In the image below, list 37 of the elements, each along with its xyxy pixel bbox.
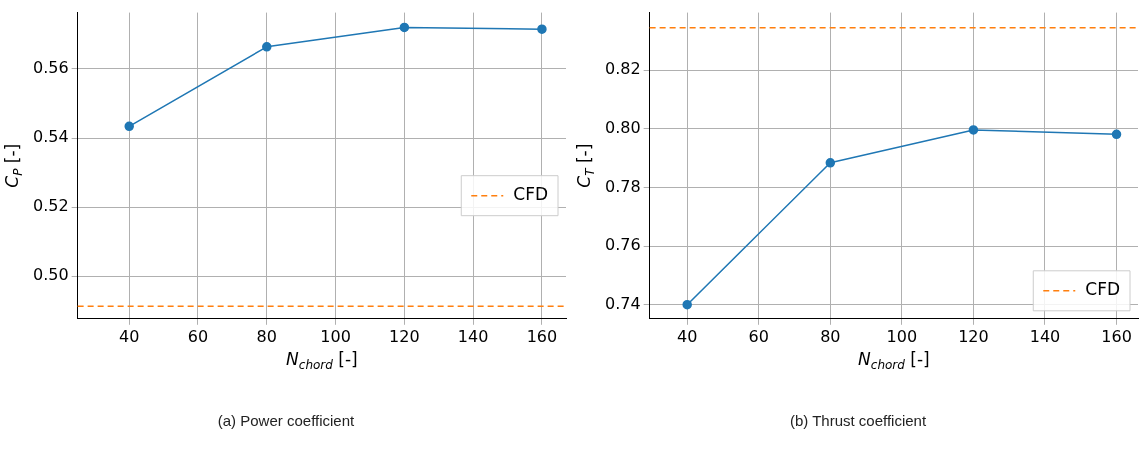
point — [1111, 129, 1122, 140]
point — [399, 22, 410, 33]
x-tick-label: 120 — [958, 326, 989, 346]
point — [682, 299, 692, 310]
x-tick-label: 120 — [389, 326, 420, 346]
point — [262, 42, 272, 52]
point — [537, 24, 547, 34]
point — [968, 125, 979, 135]
point — [825, 158, 836, 168]
x-tick-label: 80 — [820, 326, 841, 346]
x-tick-label: 40 — [119, 326, 140, 346]
y-tick-label: 0.54 — [33, 127, 69, 147]
text: (a) Power coefficient — [216, 412, 356, 429]
legend-label: CFD — [1085, 279, 1121, 300]
text: (b) Thrust coefficient — [788, 412, 928, 429]
y-tick-label: 0.78 — [605, 176, 641, 196]
y-tick-label: 0.56 — [33, 58, 69, 78]
y-tick-label: 0.74 — [605, 293, 641, 313]
x-tick-label: 60 — [187, 326, 209, 346]
y-tick-label: 0.82 — [605, 59, 641, 79]
y-tick-label: 0.76 — [605, 235, 641, 255]
x-tick-label: 40 — [677, 326, 698, 346]
x-tick-label: 100 — [320, 326, 351, 346]
x-tick-label: 100 — [886, 326, 918, 346]
x-tick-label: 60 — [748, 326, 769, 346]
x-tick-label: 140 — [1029, 326, 1061, 346]
x-tick-label: 160 — [1101, 326, 1132, 346]
y-tick-label: 0.50 — [33, 265, 69, 285]
y-tick-label: 0.80 — [605, 117, 641, 137]
y-axis-title: CP [-] — [2, 143, 26, 188]
y-tick-label: 0.52 — [33, 196, 69, 216]
x-tick-label: 140 — [457, 326, 489, 346]
x-tick-label: 160 — [526, 326, 558, 346]
point — [124, 121, 134, 132]
legend-label: CFD — [513, 184, 549, 205]
x-tick-label: 80 — [256, 326, 277, 346]
y-axis-title: CT [-] — [574, 143, 598, 188]
